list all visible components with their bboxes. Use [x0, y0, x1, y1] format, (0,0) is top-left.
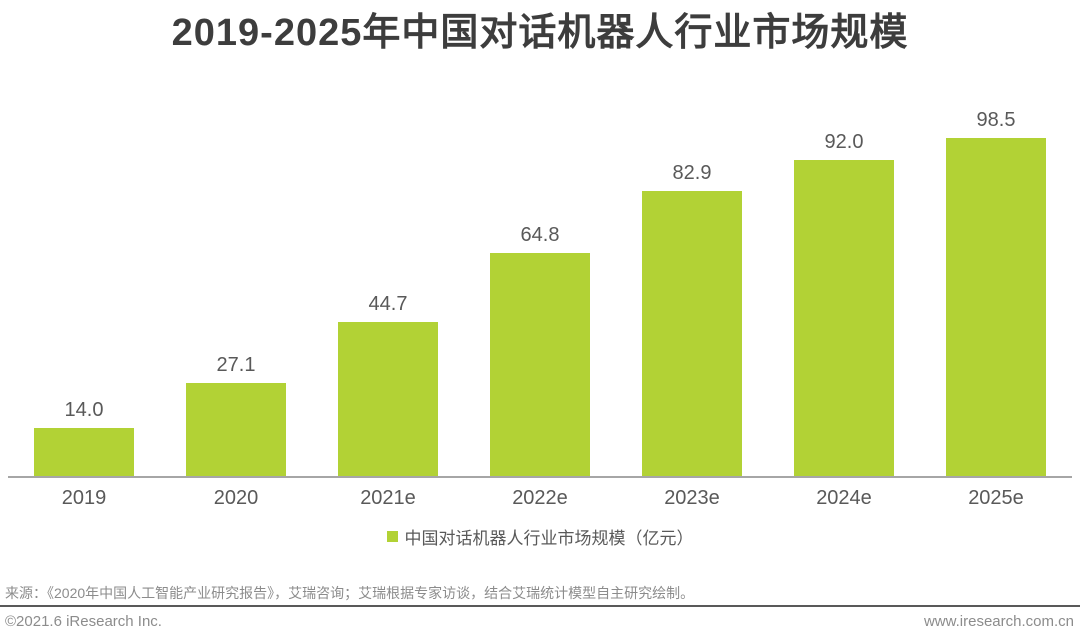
bar	[490, 253, 590, 476]
x-axis-line	[8, 475, 1072, 478]
x-axis-label: 2023e	[664, 486, 720, 509]
bar-value-label: 64.8	[520, 224, 560, 247]
website-url: www.iresearch.com.cn	[923, 613, 1074, 630]
bar-column: 92.0	[768, 108, 920, 476]
bar-value-label: 82.9	[672, 162, 712, 185]
chart-title: 2019-2025年中国对话机器人行业市场规模	[171, 12, 909, 54]
x-axis-label: 2022e	[512, 486, 568, 509]
bar-value-label: 98.5	[976, 108, 1016, 131]
bar	[642, 191, 742, 476]
bar-value-label: 92.0	[824, 131, 864, 154]
bar-column: 98.5	[920, 108, 1072, 476]
footer: ©2021.6 iResearch Inc. www.iresearch.com…	[0, 607, 1080, 642]
bar-column: 64.8	[464, 108, 616, 476]
bar-value-label: 44.7	[368, 293, 408, 316]
bar-column: 27.1	[160, 108, 312, 476]
footer-divider	[0, 605, 1080, 607]
x-axis-labels: 2019 2020 2021e 2022e 2023e 2024e 2025e	[8, 478, 1072, 510]
bar	[946, 137, 1046, 476]
legend-label: 中国对话机器人行业市场规模（亿元）	[404, 528, 694, 548]
bar-value-label: 27.1	[216, 353, 256, 376]
x-axis-label: 2025e	[968, 486, 1024, 509]
plot-area: 14.0 27.1 44.7 64.8 82.9 92.0 98.5	[8, 108, 1072, 476]
copyright-text: ©2021.6 iResearch Inc.	[5, 613, 162, 630]
legend-swatch-icon	[386, 530, 398, 542]
bar-column: 82.9	[616, 108, 768, 476]
footer-section: 来源：《2020年中国人工智能产业研究报告》，艾瑞咨询；艾瑞根据专家访谈，结合艾…	[0, 585, 1080, 642]
source-note: 来源：《2020年中国人工智能产业研究报告》，艾瑞咨询；艾瑞根据专家访谈，结合艾…	[5, 584, 695, 601]
bar-column: 14.0	[8, 108, 160, 476]
x-axis-label: 2021e	[360, 486, 416, 509]
x-axis-label: 2024e	[816, 486, 872, 509]
x-axis-label: 2020	[213, 486, 259, 509]
bar-chart: 14.0 27.1 44.7 64.8 82.9 92.0 98.5 20	[8, 108, 1072, 549]
bar	[186, 382, 286, 476]
bar	[34, 427, 134, 476]
legend: 中国对话机器人行业市场规模（亿元）	[8, 524, 1072, 549]
bar-column: 44.7	[312, 108, 464, 476]
bar	[794, 160, 894, 476]
bar	[338, 322, 438, 476]
x-axis-label: 2019	[61, 486, 107, 509]
bar-value-label: 14.0	[64, 398, 104, 421]
